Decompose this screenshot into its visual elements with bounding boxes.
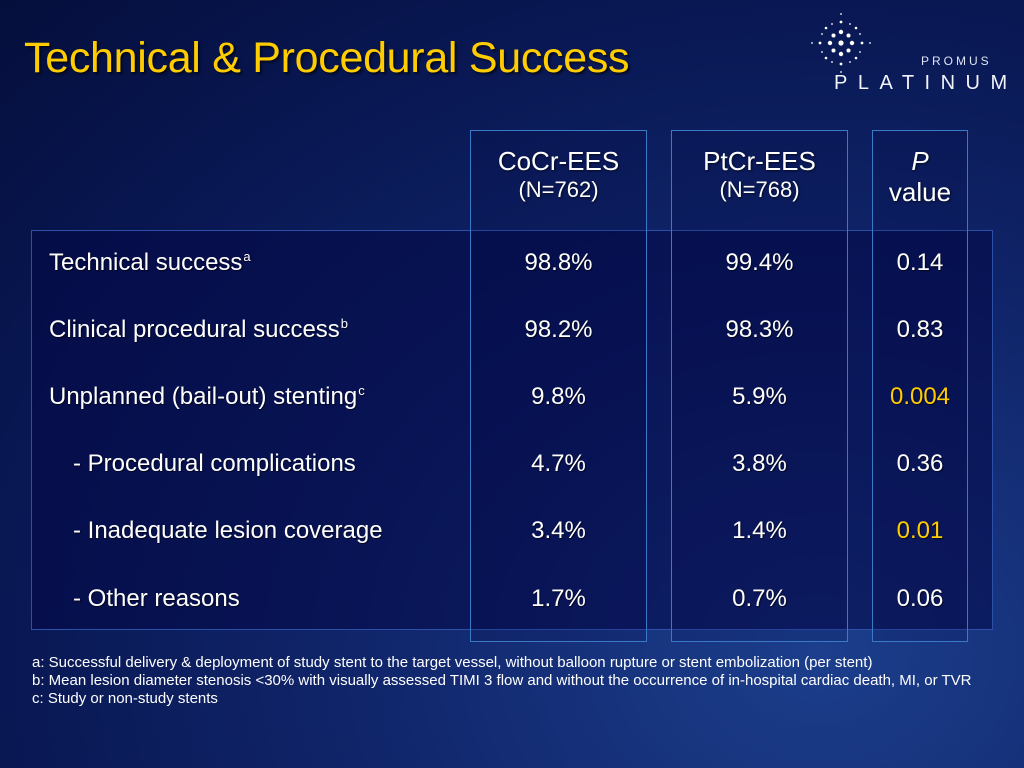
cocr-value: 3.4% [531,517,586,544]
column-box-cocr [470,130,647,642]
ptcr-value: 1.4% [732,517,787,544]
slide-title: Technical & Procedural Success [24,34,630,82]
promus-platinum-logo: PROMUS PLATINUM [804,8,1022,98]
row-label-indented: - Procedural complications [73,450,356,477]
column-header-cocr-name: CoCr-EES [497,146,620,176]
logo-text-promus: PROMUS [921,54,992,68]
column-header-cocr-n: (N=762) [518,177,599,203]
row-label: Clinical procedural successb [49,316,349,343]
column-box-pvalue [872,130,968,642]
column-header-ptcr: PtCr-EES (N=768) [671,146,848,204]
column-header-ptcr-name: PtCr-EES [703,146,816,176]
starburst-logo-icon [811,13,871,73]
footnotes: a: Successful delivery & deployment of s… [32,654,1017,708]
column-header-pvalue-name: P [911,146,929,176]
p-value: 0.36 [896,450,944,477]
table-row: Technical successa 98.8% 99.4% 0.14 [0,248,1024,278]
p-value-significant: 0.004 [889,383,951,410]
column-header-pvalue-n: value [888,177,952,208]
cocr-value: 4.7% [531,450,586,477]
column-header-cocr: CoCr-EES (N=762) [470,146,647,204]
column-header-ptcr-n: (N=768) [719,177,800,203]
row-label: Technical successa [49,249,251,276]
table-row: Unplanned (bail-out) stentingc 9.8% 5.9%… [0,382,1024,412]
table-row: Clinical procedural successb 98.2% 98.3%… [0,315,1024,345]
ptcr-value: 98.3% [725,316,794,343]
logo-text-platinum: PLATINUM [834,72,1018,94]
table-row: - Procedural complications 4.7% 3.8% 0.3… [0,449,1024,479]
footnote-a: a: Successful delivery & deployment of s… [32,654,873,671]
table-row: - Other reasons 1.7% 0.7% 0.06 [0,584,1024,614]
row-label-indented: - Other reasons [73,585,240,612]
ptcr-value: 5.9% [732,383,787,410]
p-value: 0.14 [896,249,944,276]
cocr-value: 98.8% [524,249,593,276]
cocr-value: 9.8% [531,383,586,410]
cocr-value: 1.7% [531,585,586,612]
ptcr-value: 0.7% [732,585,787,612]
footnote-c: c: Study or non-study stents [32,690,218,707]
cocr-value: 98.2% [524,316,593,343]
row-label: Unplanned (bail-out) stentingc [49,383,365,410]
ptcr-value: 99.4% [725,249,794,276]
ptcr-value: 3.8% [732,450,787,477]
column-box-ptcr [671,130,848,642]
row-label-indented: - Inadequate lesion coverage [73,517,383,544]
table-row: - Inadequate lesion coverage 3.4% 1.4% 0… [0,516,1024,546]
p-value: 0.06 [896,585,944,612]
results-table-panel [31,230,993,630]
footnote-b: b: Mean lesion diameter stenosis <30% wi… [32,672,972,689]
p-value-significant: 0.01 [896,517,944,544]
column-header-pvalue: P value [872,146,968,208]
p-value: 0.83 [896,316,944,343]
